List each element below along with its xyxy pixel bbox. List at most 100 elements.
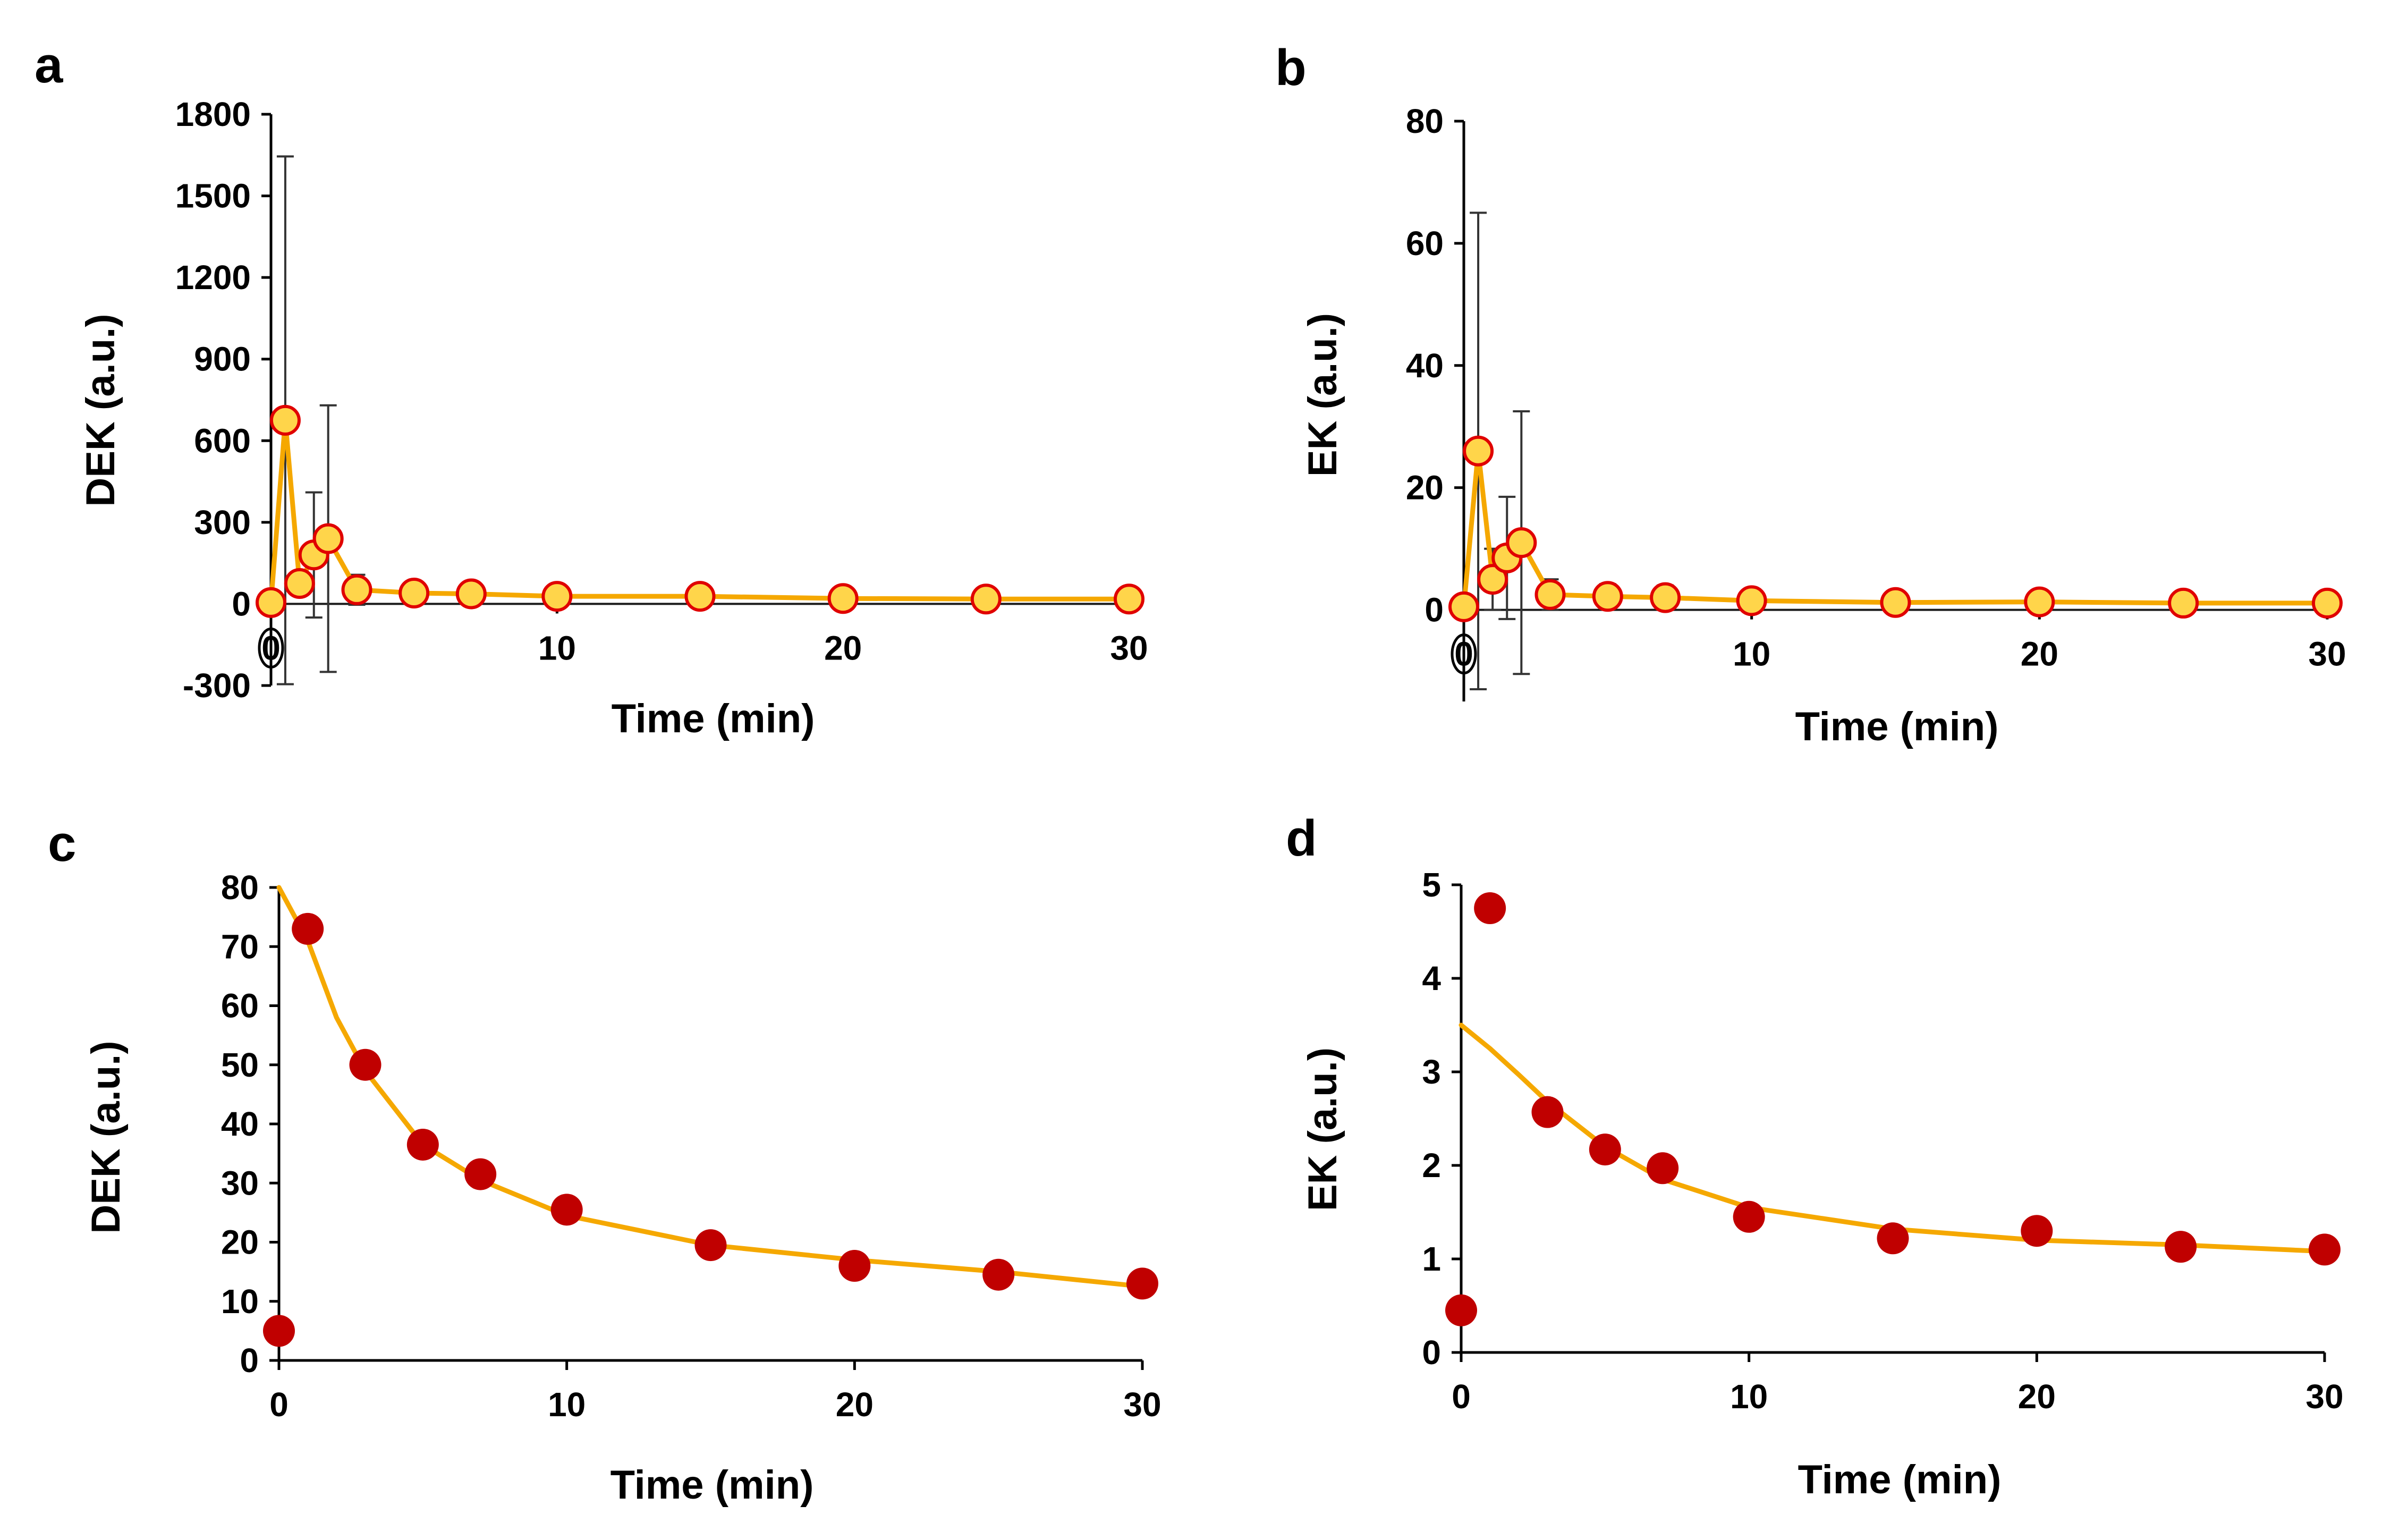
panel-c-data-point: [1126, 1267, 1158, 1300]
panel-c-data-point: [406, 1128, 439, 1161]
panel-d-data-point: [1445, 1294, 1477, 1326]
panel-a-zero-marker: [258, 627, 284, 669]
panel-c-data-point: [550, 1194, 583, 1226]
panel-a-ytick-label: 1800: [175, 95, 251, 133]
panel-b-data-point: [1736, 585, 1767, 616]
panel-a-ytick-label: 1500: [175, 177, 251, 215]
panel-c-xtick-label: 0: [269, 1385, 289, 1424]
panel-a-data-point: [541, 581, 573, 612]
panel-a-data-point: [684, 581, 716, 612]
panel-b-ytick-label: 20: [1406, 469, 1444, 507]
panel-d-ytick-label: 4: [1422, 959, 1441, 997]
panel-a: a DEK (a.u.) Time (min) -300030060090012…: [35, 37, 1148, 741]
panel-b-ytick-label: 80: [1406, 102, 1444, 140]
panel-a-data-point: [269, 404, 301, 436]
panel-b: b EK (a.u.) Time (min) 0 20 40 60 80 0 10 20 30: [1275, 39, 2346, 749]
panel-c-fit-curve: [276, 885, 1145, 1289]
panel-d-data-point: [2165, 1231, 2197, 1263]
panel-c-ytick-label: 60: [221, 987, 259, 1025]
panel-a-ytick-label: 0: [232, 585, 251, 623]
panel-a-marks: -300 0 300 600 900 1200 1500 1800 0 10 20 30: [175, 95, 1148, 705]
panel-d-ytick-label: 3: [1422, 1053, 1441, 1091]
panel-d-data-point: [1531, 1096, 1564, 1128]
panel-b-data-point: [1506, 527, 1537, 559]
panel-b-data-point: [2312, 587, 2343, 619]
panel-b-marks: 0 20 40 60 80 0 10 20 30: [1406, 102, 2346, 701]
panel-b-xlabel: Time (min): [1795, 704, 1999, 749]
panel-c-letter: c: [48, 815, 76, 872]
panel-b-data-point: [1880, 587, 1911, 618]
panel-a-data-point: [1114, 583, 1144, 615]
panel-d-marks: 0 1 2 3 4 5 0 10 20 30: [1422, 866, 2343, 1416]
panel-a-ytick-label: 600: [194, 421, 251, 460]
panel-d-data-point: [1877, 1222, 1909, 1255]
panel-c-data-point: [982, 1258, 1015, 1291]
panel-a-data-point: [455, 578, 487, 610]
panel-d-data-point: [2021, 1215, 2053, 1247]
panel-b-xtick-label: 10: [1733, 635, 1770, 673]
panel-b-ytick-label: 60: [1406, 224, 1444, 263]
panel-b-ylabel: EK (a.u.): [1300, 313, 1345, 477]
panel-b-zero-marker: [1451, 633, 1477, 675]
panel-d-ylabel: EK (a.u.): [1300, 1047, 1345, 1211]
panel-a-xtick-label: 10: [538, 629, 576, 667]
panel-d-data-point: [1474, 892, 1506, 924]
panel-d-xtick-label: 0: [1452, 1377, 1471, 1416]
panel-c-xtick-label: 20: [836, 1385, 874, 1424]
panel-c-data-point: [263, 1315, 295, 1347]
panel-a-xtick-label: 30: [1110, 629, 1148, 667]
panel-c-ytick-label: 80: [221, 868, 259, 907]
panel-b-xtick-label: 20: [2021, 635, 2058, 673]
panel-a-data-point: [398, 577, 430, 608]
panel-d-fit-curve: [1459, 1022, 2327, 1254]
panel-d: d EK (a.u.) Time (min) 0 1 2 3 4 5 0 10 20 30: [1286, 810, 2344, 1502]
panel-c-xtick-label: 10: [548, 1385, 586, 1424]
panel-a-xtick-label: 20: [824, 629, 862, 667]
panel-b-data-point: [1650, 582, 1681, 613]
panel-b-data-point: [1477, 564, 1508, 595]
panel-b-xtick-label: 0: [1454, 635, 1473, 673]
panel-b-series-line: [1461, 449, 2330, 610]
panel-c-ytick-label: 40: [221, 1105, 259, 1143]
panel-d-data-point: [1589, 1134, 1621, 1166]
panel-d-data-point: [2309, 1233, 2341, 1266]
panel-a-xlabel: Time (min): [612, 696, 815, 741]
panel-a-letter: a: [35, 37, 63, 94]
panel-c-data-point: [838, 1250, 871, 1282]
panel-c-ytick-label: 70: [221, 927, 259, 966]
panel-b-data-point: [1463, 435, 1494, 467]
panel-a-ylabel: DEK (a.u.): [78, 314, 123, 506]
panel-c-ytick-label: 50: [221, 1046, 259, 1084]
panel-c-ylabel: DEK (a.u.): [83, 1041, 129, 1233]
panel-a-data-point: [284, 568, 315, 599]
panel-c-ytick-label: 20: [221, 1223, 259, 1262]
panel-c: c DEK (a.u.) Time (min) 0 10 20 30 40 50 60 70 8…: [48, 815, 1161, 1508]
panel-b-data-point: [2024, 586, 2055, 618]
panel-b-xtick-label: 30: [2308, 635, 2346, 673]
panel-a-ytick-label: 1200: [175, 258, 251, 297]
panel-c-marks: 0 10 20 30 40 50 60 70 80 0 10 20 30: [221, 868, 1161, 1424]
panel-a-data-point: [970, 583, 1002, 615]
panel-a-xtick-label: 0: [261, 629, 281, 667]
panel-c-data-point: [694, 1229, 727, 1262]
panel-c-ytick-label: 10: [221, 1282, 259, 1321]
panel-b-letter: b: [1275, 39, 1307, 96]
panel-d-letter: d: [1286, 810, 1317, 867]
panel-c-ytick-label: 30: [221, 1164, 259, 1202]
panel-c-data-point: [292, 912, 324, 945]
panel-a-data-point: [256, 587, 286, 618]
panel-d-data-point: [1647, 1152, 1679, 1185]
panel-d-xtick-label: 20: [2018, 1377, 2056, 1416]
panel-c-data-point: [464, 1158, 497, 1190]
panel-c-xlabel: Time (min): [611, 1462, 814, 1508]
panel-b-ytick-label: 40: [1406, 346, 1444, 385]
panel-b-data-point: [1448, 591, 1479, 622]
panel-d-ytick-label: 2: [1422, 1146, 1441, 1185]
panel-a-ytick-label: 900: [194, 340, 251, 378]
panel-a-ytick-label: -300: [183, 666, 251, 705]
panel-d-xtick-label: 30: [2305, 1377, 2343, 1416]
panel-d-xlabel: Time (min): [1798, 1457, 2002, 1502]
panel-b-data-point: [1592, 581, 1623, 612]
panel-a-data-point: [827, 583, 859, 614]
